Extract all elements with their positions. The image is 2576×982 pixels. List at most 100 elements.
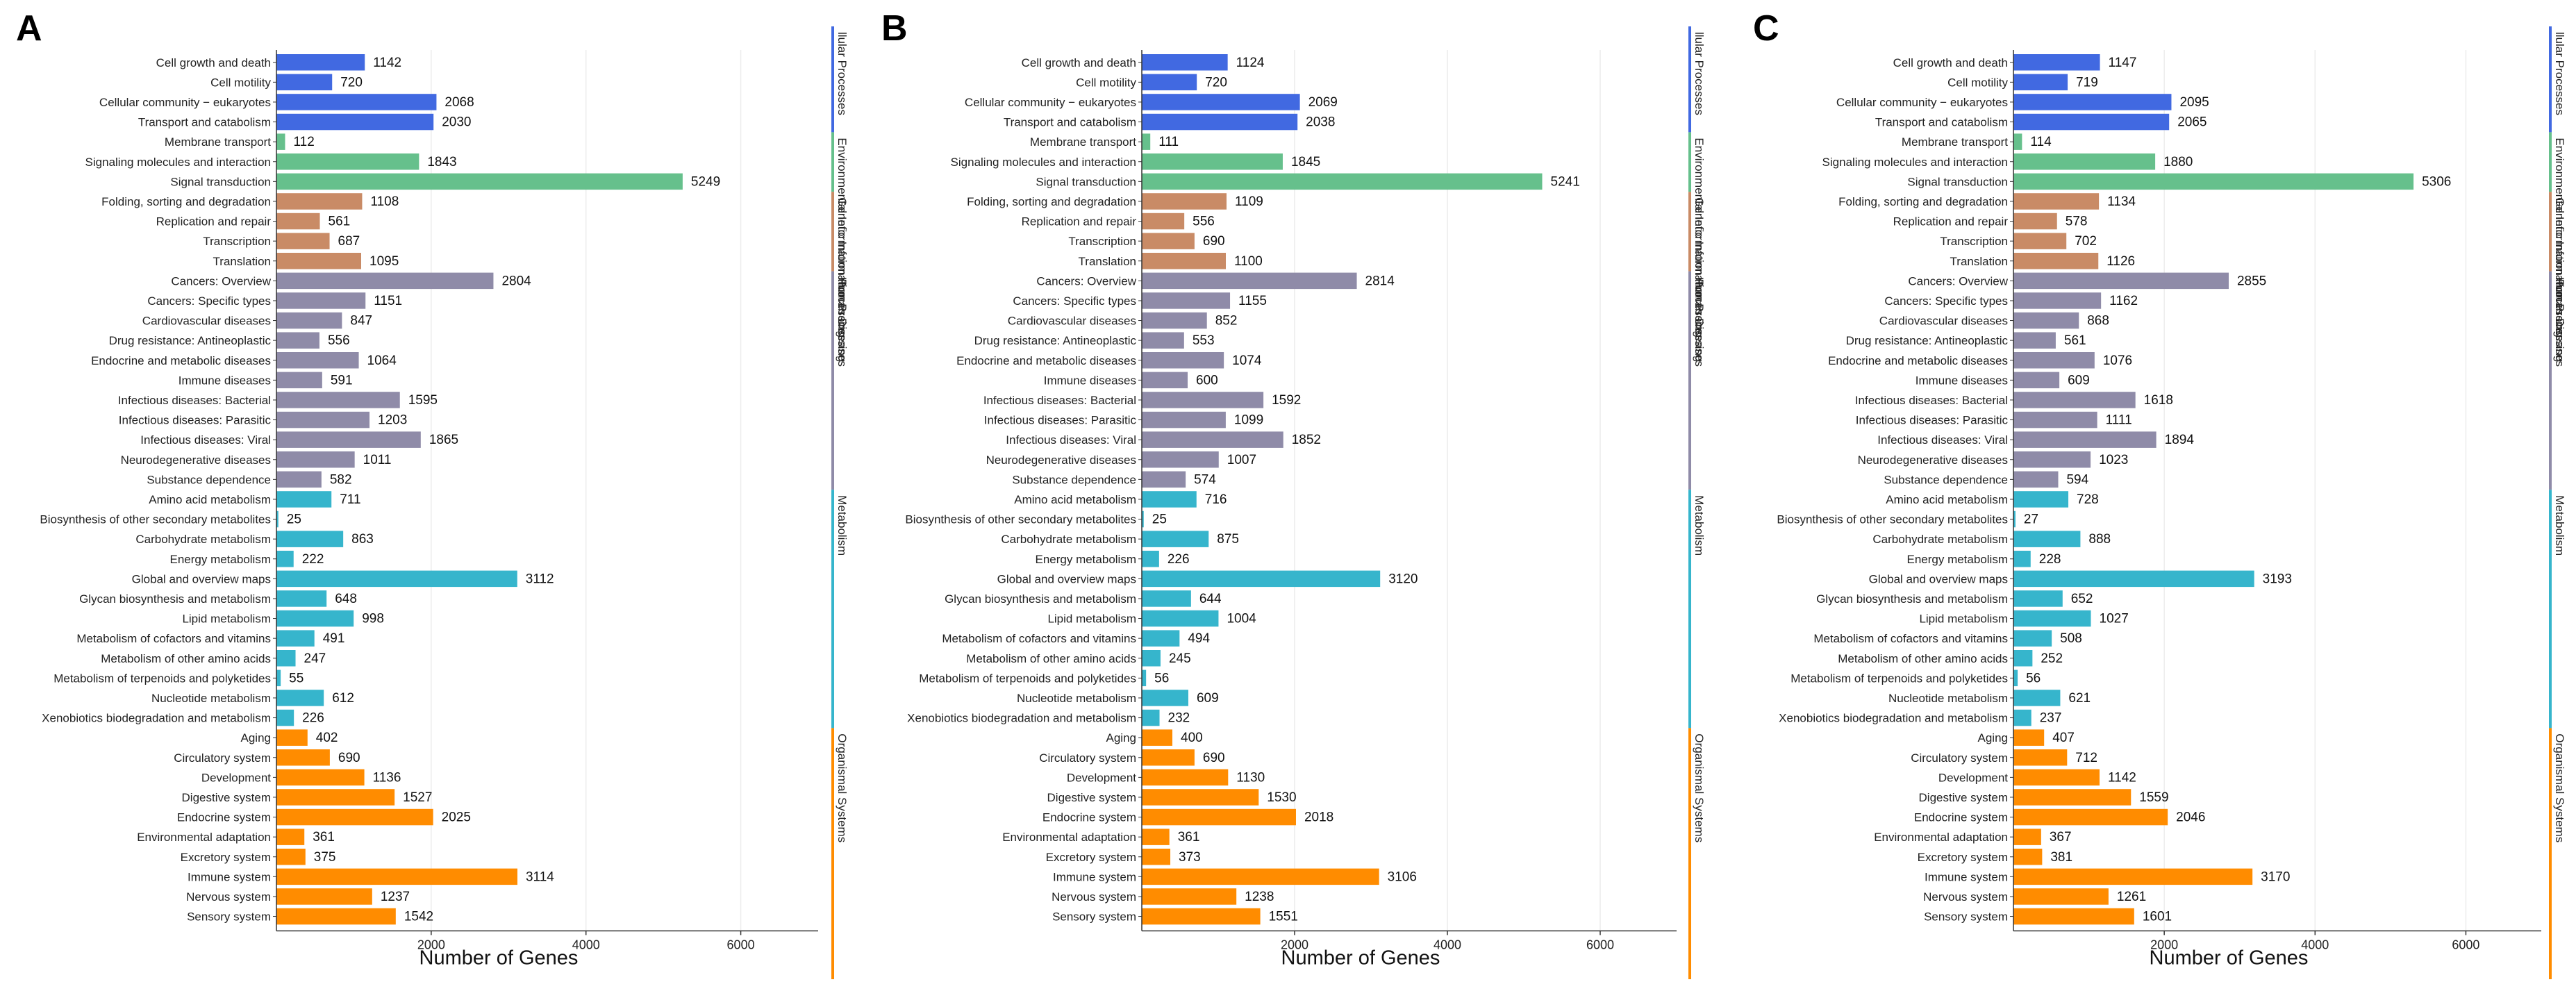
value-label: 574 [1194,472,1216,487]
bar [2013,332,2056,349]
bar [1142,411,1226,428]
category-label: Aging [241,731,271,744]
bar [1142,510,1144,528]
value-label: 226 [302,711,324,726]
category-label: Sensory system [1052,910,1136,924]
bar [1142,709,1160,726]
category-label: Folding, sorting and degradation [101,195,271,208]
bar [2013,531,2081,547]
bar [276,253,362,269]
group-label: Human Diseases [836,277,849,367]
value-label: 1134 [2107,194,2136,209]
bar [2013,451,2091,468]
category-label: Development [1938,771,2008,784]
category-label: Sensory system [1924,910,2008,924]
group-label: Environmental Information Processing [1693,138,1706,337]
value-label: 1237 [381,890,410,904]
category-label: Signal transduction [1036,175,1136,188]
value-label: 402 [316,731,338,745]
bar [2013,888,2109,905]
category-label: Carbohydrate metabolism [135,533,271,546]
bar [1142,372,1188,389]
bar [276,769,365,786]
value-label: 1095 [369,254,399,269]
category-label: Metabolism of other amino acids [966,652,1136,665]
value-label: 582 [330,472,352,487]
bar [2013,491,2069,508]
value-label: 690 [1203,751,1225,765]
value-label: 2814 [1365,274,1395,288]
category-label: Cell motility [1947,76,2008,89]
category-label: Membrane transport [165,135,271,149]
bar [2013,411,2097,428]
category-label: Transport and catabolism [1004,116,1136,129]
category-label: Xenobiotics biodegradation and metabolis… [1779,712,2008,725]
bar [276,630,315,647]
value-label: 56 [1154,671,1169,685]
bar [1142,253,1226,269]
value-label: 1542 [404,910,433,924]
x-tick-label: 6000 [1586,938,1614,951]
bar [1142,292,1231,309]
bar [1142,829,1170,845]
panel-a: A Cell growth and death 1142 Cell motility 7… [16,8,849,979]
category-label: Circulatory system [1911,751,2008,765]
value-label: 1124 [1236,56,1265,70]
group-strip [1688,490,1691,729]
bar [1142,431,1283,448]
category-label: Cancers: Overview [1036,274,1136,288]
bar [1142,570,1381,588]
group-strip [1688,728,1691,979]
bar [276,233,330,249]
category-label: Development [201,771,271,784]
value-label: 494 [1188,631,1210,646]
bar [1142,153,1283,170]
value-label: 998 [362,612,384,626]
bar [2013,749,2068,766]
category-label: Infectious diseases: Bacterial [118,394,271,407]
value-label: 1111 [2106,413,2132,428]
bar [1142,888,1237,905]
group-strip [1688,271,1691,490]
category-label: Metabolism of cofactors and vitamins [1813,632,2008,645]
value-label: 3193 [2263,572,2292,586]
category-label: Excretory system [181,851,271,864]
value-label: 1099 [1234,413,1263,428]
bar [276,491,332,508]
category-label: Lipid metabolism [1919,613,2008,626]
bar [1142,332,1184,349]
value-label: 27 [2024,513,2038,527]
value-label: 1203 [378,413,407,428]
group-label: Environmental Information Processing [836,138,849,337]
bar [276,411,370,428]
category-label: Carbohydrate metabolism [1001,533,1136,546]
value-label: 112 [293,135,314,149]
bar [2013,133,2022,150]
value-label: 1108 [370,194,399,209]
category-label: Replication and repair [1022,215,1137,228]
category-label: Biosynthesis of other secondary metaboli… [905,513,1136,526]
group-label: Human Diseases [2553,277,2566,367]
value-label: 1126 [2106,254,2135,269]
category-label: Cellular community − eukaryotes [965,96,1136,109]
panel-b: B Cell growth and death 1124 Cell motility 7… [881,8,1706,979]
bar [276,690,324,706]
bar [2013,570,2254,588]
bar [2013,551,2031,567]
category-label: Amino acid metabolism [1014,493,1136,506]
bar [1142,789,1259,806]
category-label: Cell growth and death [156,56,271,69]
value-label: 1100 [1234,254,1263,269]
value-label: 2025 [442,810,471,825]
bar [2013,352,2095,369]
bar [1142,233,1195,249]
category-label: Transcription [1068,235,1136,248]
bar [2013,590,2063,607]
panel-label: A [16,8,42,49]
value-label: 553 [1193,333,1215,348]
bar [1142,54,1228,71]
panel-label: C [1753,8,1779,49]
group-label: Metabolism [836,495,849,556]
value-label: 690 [338,751,360,765]
category-label: Aging [1106,731,1136,744]
